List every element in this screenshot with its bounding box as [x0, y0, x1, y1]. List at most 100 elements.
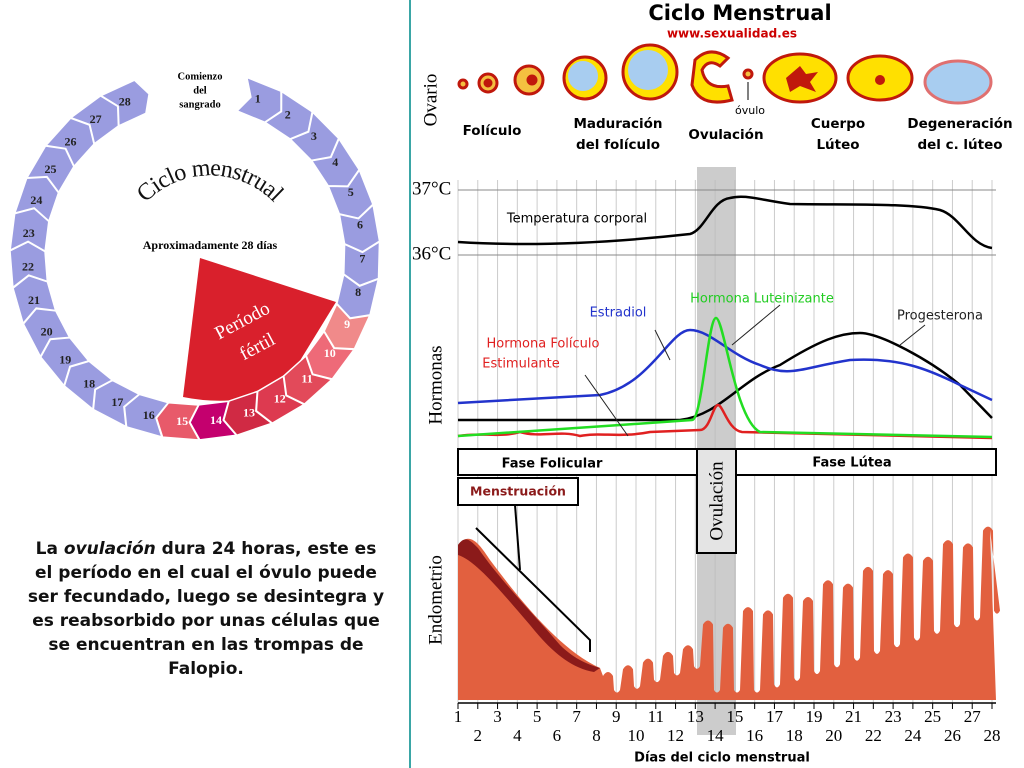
- lh-curve: [457, 316, 993, 439]
- day-number: 17: [766, 707, 784, 726]
- calendar-title-path: Ciclo menstrual: [132, 155, 289, 208]
- endometrium: [458, 526, 1000, 700]
- progesterone-curve: [458, 331, 993, 422]
- stage-label: Folículo: [463, 123, 522, 139]
- day-label: 26: [65, 135, 77, 149]
- day-number: 24: [904, 726, 922, 745]
- estradiol-label: Estradiol: [590, 306, 647, 321]
- ovary-icons: [457, 43, 993, 105]
- calendar-ring: 1234567891011121314151617181920212223242…: [9, 76, 381, 441]
- day-number: 27: [964, 707, 982, 726]
- calendar-title: Ciclo menstrual: [132, 155, 289, 208]
- day-number: 28: [984, 726, 1001, 745]
- follicle-icon: [526, 74, 538, 86]
- endometrium-label: Endometrio: [425, 555, 446, 645]
- day-label: 25: [45, 162, 57, 176]
- menstrual-layer: [458, 539, 600, 672]
- pointer: [731, 304, 781, 346]
- day-label: 5: [348, 185, 354, 199]
- day-number: 16: [746, 726, 763, 745]
- stage-label: Lúteo: [816, 137, 859, 153]
- day-number: 5: [533, 707, 542, 726]
- degeneration-icon: [923, 59, 993, 105]
- start-label: Comienzo: [178, 71, 223, 82]
- day-label: 21: [28, 293, 40, 307]
- hormones-label: Hormonas: [425, 345, 446, 424]
- day-label: 3: [311, 129, 317, 143]
- pointer: [899, 324, 926, 346]
- temperature-curve: [457, 195, 993, 250]
- diagram-title: Ciclo Menstrual: [648, 1, 831, 25]
- calendar-subtitle: Aproximadamente 28 días: [143, 238, 278, 252]
- ovulation-box: [696, 448, 737, 554]
- stage-labels: Folículo Maduración del folículo Ovulación C…: [463, 116, 1013, 153]
- day-label: 24: [30, 193, 42, 207]
- day-label: 28: [119, 95, 131, 109]
- day-number: 25: [924, 707, 941, 726]
- stage-label: Maduración: [573, 116, 662, 132]
- day-number: 1: [454, 707, 463, 726]
- pointer: [654, 329, 671, 361]
- day-label: 9: [344, 317, 350, 331]
- paragraph: La ovulación dura 24 horas, este es el p…: [25, 537, 387, 681]
- day-label: 20: [41, 324, 53, 338]
- day-number: 10: [628, 726, 645, 745]
- day-number: 12: [667, 726, 684, 745]
- day-number: 20: [825, 726, 842, 745]
- day-label: 2: [285, 107, 291, 121]
- day-number: 7: [572, 707, 581, 726]
- menstruation-label: Menstruación: [470, 484, 566, 499]
- corpus-icon: [875, 75, 885, 85]
- stage-label: del c. lúteo: [917, 137, 1002, 153]
- x-label: Días del ciclo menstrual: [634, 751, 810, 766]
- pointer: [514, 504, 521, 571]
- day-number: 18: [786, 726, 803, 745]
- text: dura 24 horas, este es el período en el …: [27, 539, 385, 679]
- day-labels: 1234567891011121314151617181920212223242…: [454, 703, 1001, 745]
- stage-label: Degeneración: [907, 116, 1012, 132]
- day-label: 8: [355, 285, 361, 299]
- ovulation-icon: [690, 50, 734, 104]
- follicle-icon: [483, 78, 493, 88]
- day-arrow: [99, 79, 150, 127]
- day-number: 13: [687, 707, 704, 726]
- day-label: 15: [176, 414, 188, 428]
- day-number: 23: [885, 707, 902, 726]
- day-number: 3: [493, 707, 502, 726]
- day-label: 12: [274, 391, 286, 405]
- pointer: [584, 374, 629, 437]
- day-label: 16: [143, 408, 155, 422]
- stage-label: Cuerpo: [811, 116, 865, 132]
- lh-label: Hormona Luteinizante: [690, 292, 834, 307]
- temperature-label: Temperatura corporal: [506, 212, 647, 227]
- day-number: 15: [726, 707, 743, 726]
- stage-label: Ovulación: [688, 127, 763, 143]
- temp-low: 36°C: [412, 243, 451, 264]
- temp-high: 37°C: [412, 178, 451, 199]
- day-number: 2: [474, 726, 483, 745]
- day-number: 11: [648, 707, 664, 726]
- ovary-label: Ovario: [420, 74, 441, 127]
- day-number: 21: [845, 707, 862, 726]
- follicle-icon: [628, 50, 668, 90]
- start-label: del: [193, 85, 207, 96]
- day-label: 10: [324, 346, 336, 360]
- follicular-label: Fase Folicular: [502, 457, 603, 472]
- day-number: 4: [513, 726, 522, 745]
- day-label: 18: [83, 377, 95, 391]
- day-label: 6: [357, 218, 363, 232]
- url: www.sexualidad.es: [667, 27, 797, 41]
- day-label: 7: [359, 251, 365, 265]
- day-number: 8: [592, 726, 601, 745]
- luteal-label: Fase Lútea: [812, 456, 891, 471]
- day-label: 1: [255, 91, 261, 105]
- day-label: 4: [332, 155, 338, 169]
- day-label: 13: [243, 405, 255, 419]
- text: La: [35, 539, 64, 559]
- day-number: 14: [707, 726, 725, 745]
- day-label: 11: [301, 371, 312, 385]
- day-label: 22: [22, 260, 34, 274]
- ovule-label: óvulo: [735, 104, 765, 117]
